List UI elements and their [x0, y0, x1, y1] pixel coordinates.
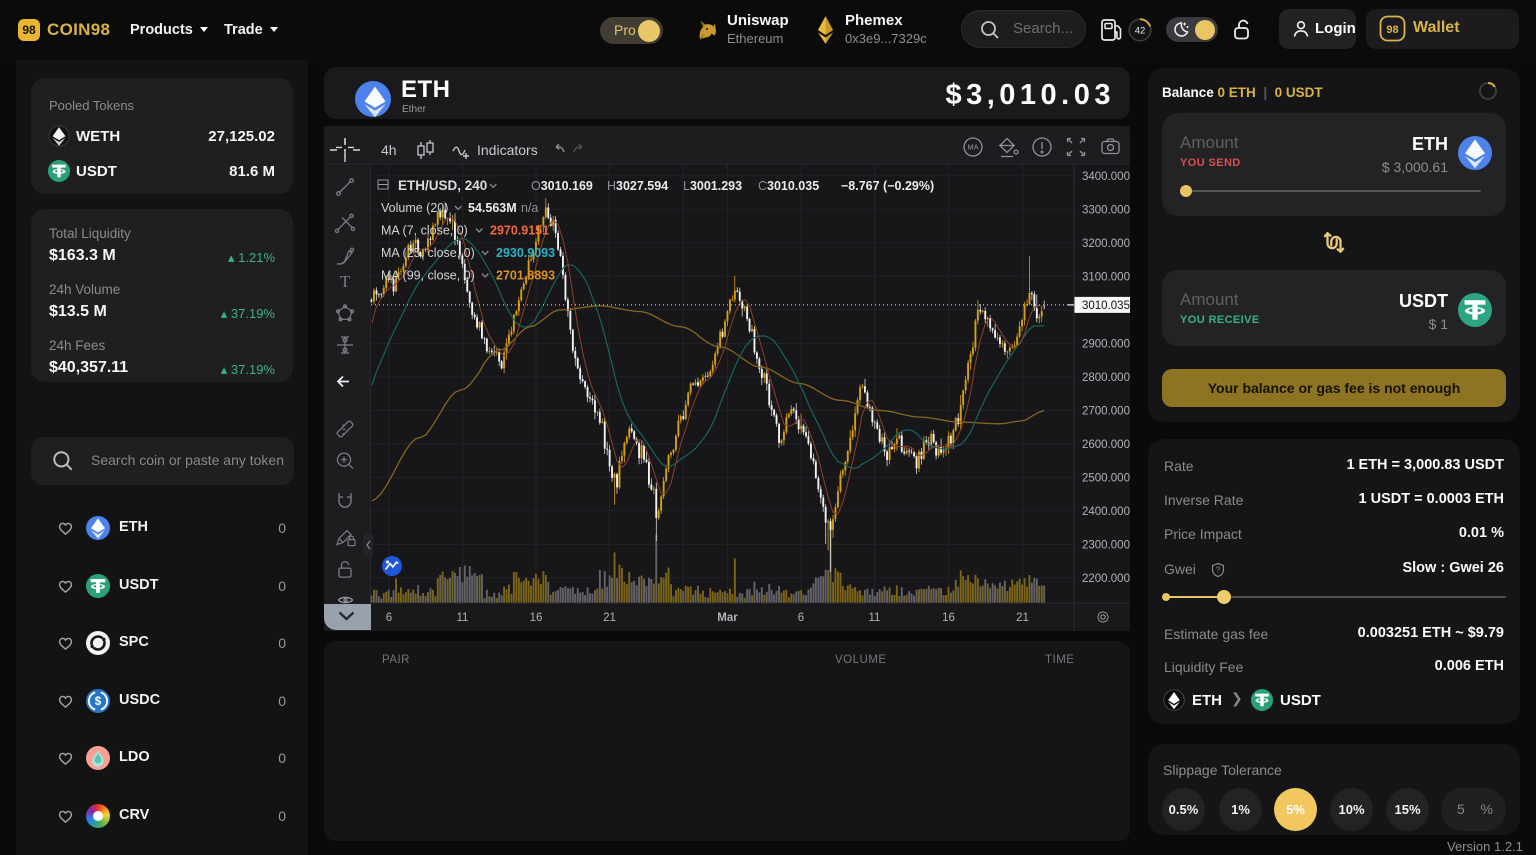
svg-text:MA: MA: [967, 143, 978, 152]
svg-text:4h: 4h: [381, 142, 397, 158]
svg-text:21: 21: [1016, 612, 1029, 624]
svg-text:MA (25, close, 0): MA (25, close, 0): [381, 246, 475, 260]
svg-text:21: 21: [603, 612, 616, 624]
svg-text:3400.000: 3400.000: [1082, 171, 1130, 183]
svg-text:2200.000: 2200.000: [1082, 573, 1130, 585]
svg-text:11: 11: [869, 612, 881, 624]
svg-text:2700.000: 2700.000: [1082, 405, 1130, 417]
svg-text:MA (99, close, 0): MA (99, close, 0): [381, 269, 475, 283]
svg-text:ETH/USD, 240: ETH/USD, 240: [398, 178, 487, 193]
svg-text:2500.000: 2500.000: [1082, 472, 1130, 484]
svg-text:n/a: n/a: [521, 201, 538, 215]
svg-text:T: T: [340, 272, 351, 291]
svg-text:98: 98: [1386, 24, 1398, 36]
svg-text:42: 42: [1135, 26, 1146, 37]
svg-text:2701.8893: 2701.8893: [496, 269, 555, 283]
svg-text:2300.000: 2300.000: [1082, 539, 1130, 551]
svg-text:2900.000: 2900.000: [1082, 338, 1130, 350]
svg-text:16: 16: [530, 612, 543, 624]
svg-text:6: 6: [386, 612, 392, 624]
svg-text:3100.000: 3100.000: [1082, 271, 1130, 283]
svg-text:3300.000: 3300.000: [1082, 204, 1130, 216]
svg-text:2600.000: 2600.000: [1082, 439, 1130, 451]
svg-text:O3010.169: O3010.169: [531, 179, 593, 193]
svg-text:?: ?: [1216, 566, 1221, 575]
svg-text:Mar: Mar: [717, 612, 738, 624]
svg-text:16: 16: [942, 612, 955, 624]
svg-text:L3001.293: L3001.293: [683, 179, 742, 193]
svg-text:$: $: [95, 696, 102, 708]
svg-text:2930.9093: 2930.9093: [496, 246, 555, 260]
svg-text:2800.000: 2800.000: [1082, 372, 1130, 384]
svg-text:54.563M: 54.563M: [468, 201, 517, 215]
svg-text:2400.000: 2400.000: [1082, 506, 1130, 518]
svg-text:MA (7, close, 0): MA (7, close, 0): [381, 224, 468, 238]
svg-text:11: 11: [457, 612, 469, 624]
svg-text:Indicators: Indicators: [477, 142, 538, 158]
svg-text:H3027.594: H3027.594: [607, 179, 668, 193]
svg-text:3010.035: 3010.035: [1082, 300, 1130, 312]
svg-text:Volume (20): Volume (20): [381, 201, 448, 215]
svg-text:2970.9151: 2970.9151: [490, 224, 549, 238]
svg-text:−8.767 (−0.29%): −8.767 (−0.29%): [841, 179, 934, 193]
svg-text:C3010.035: C3010.035: [758, 179, 819, 193]
svg-text:3200.000: 3200.000: [1082, 238, 1130, 250]
svg-text:6: 6: [798, 612, 804, 624]
